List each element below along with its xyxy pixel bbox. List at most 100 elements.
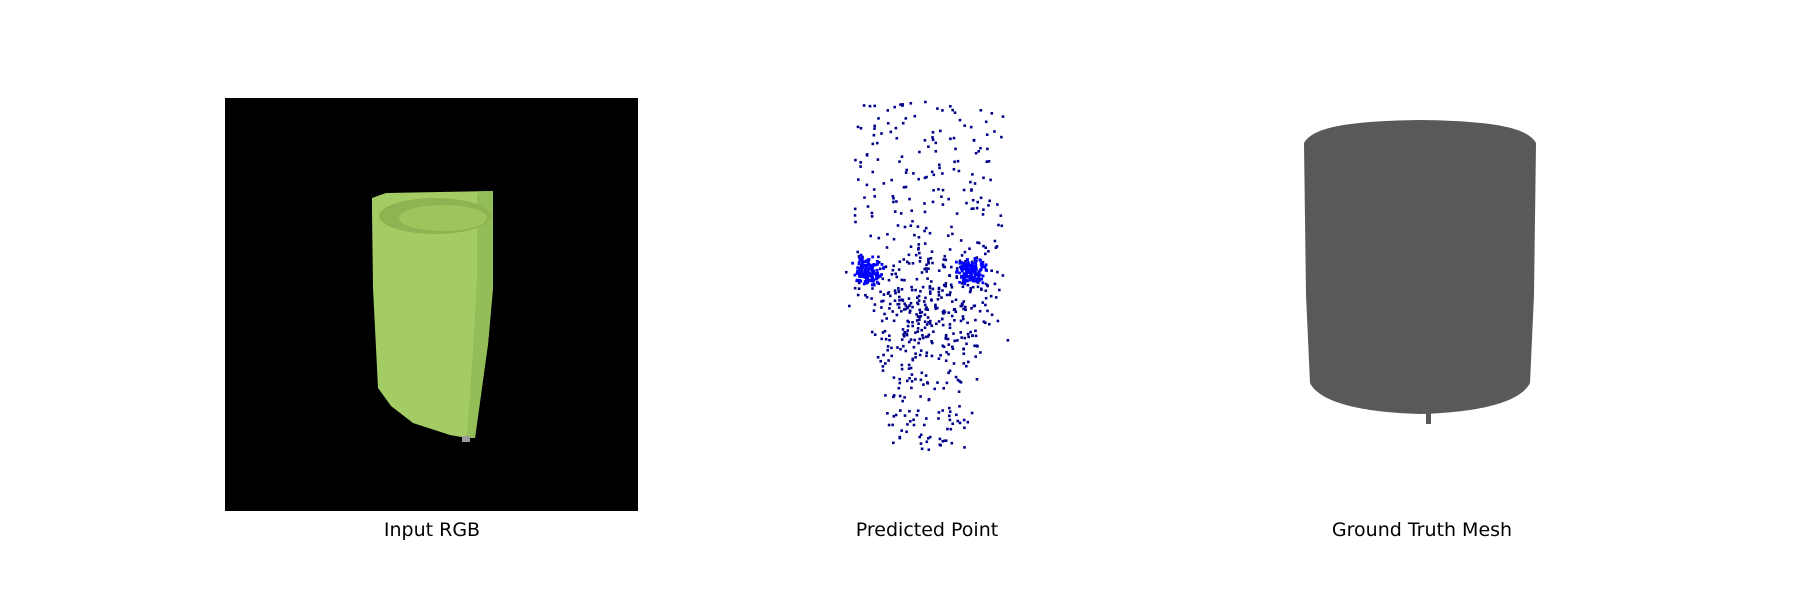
point (966, 321, 969, 325)
point (863, 260, 867, 264)
point (929, 292, 932, 295)
point (943, 254, 947, 258)
point (900, 363, 904, 367)
point (978, 279, 981, 282)
point (974, 263, 978, 267)
point (918, 311, 922, 315)
point (928, 435, 932, 439)
point (958, 271, 961, 275)
point (873, 303, 877, 306)
point (942, 312, 945, 315)
point (926, 382, 930, 385)
point (920, 271, 924, 274)
point (866, 205, 870, 208)
point (959, 331, 962, 334)
point (938, 437, 942, 441)
point (886, 348, 889, 352)
point (969, 125, 973, 129)
point (960, 336, 963, 339)
point (870, 272, 874, 276)
point (923, 267, 926, 271)
point (906, 329, 909, 332)
point (848, 304, 851, 308)
point (866, 261, 870, 264)
point (993, 282, 997, 286)
point (998, 288, 1001, 292)
point (922, 300, 926, 303)
point (925, 175, 928, 179)
point (975, 256, 979, 259)
point (923, 139, 927, 142)
point (870, 283, 874, 287)
point (904, 171, 908, 174)
point (928, 322, 932, 325)
point (942, 345, 946, 349)
point (951, 300, 954, 303)
ground-truth-mesh-panel (1300, 115, 1540, 435)
point (856, 125, 860, 129)
point (984, 303, 987, 307)
point (953, 319, 956, 322)
point (927, 267, 930, 270)
point (937, 294, 941, 297)
point (976, 273, 980, 277)
point (914, 331, 917, 334)
point (952, 168, 956, 171)
point (970, 266, 974, 270)
point (966, 269, 970, 273)
point (871, 170, 875, 174)
point (944, 258, 948, 262)
point (989, 178, 992, 182)
point (862, 275, 865, 279)
point (954, 310, 958, 314)
point (924, 267, 928, 270)
point (918, 318, 921, 321)
point (900, 338, 904, 341)
point (961, 269, 964, 273)
point (872, 188, 876, 191)
point (867, 258, 871, 261)
point (962, 347, 965, 351)
point (928, 319, 932, 323)
point (885, 246, 889, 249)
point (867, 263, 871, 267)
point (926, 277, 929, 280)
point (996, 203, 999, 206)
point (962, 418, 966, 422)
point (986, 147, 989, 151)
point (965, 265, 969, 269)
point (969, 287, 973, 290)
point (952, 332, 955, 335)
point (986, 284, 989, 288)
point (979, 351, 982, 354)
point (951, 345, 954, 349)
point (971, 285, 975, 289)
point (925, 440, 929, 444)
point (984, 296, 988, 300)
point (887, 423, 891, 427)
point (869, 266, 873, 269)
point (974, 355, 977, 358)
point (956, 159, 960, 163)
point (944, 282, 948, 285)
point (863, 280, 867, 283)
point (973, 279, 977, 283)
point (918, 337, 921, 341)
point (924, 335, 928, 339)
point (982, 176, 985, 180)
point (916, 315, 920, 318)
point (891, 195, 895, 198)
point (916, 409, 920, 412)
point (975, 344, 979, 347)
point (933, 387, 936, 391)
point (857, 255, 861, 258)
point (941, 203, 945, 206)
point (936, 107, 939, 110)
point (942, 258, 946, 261)
point (923, 229, 926, 233)
point (873, 127, 876, 130)
point (886, 109, 890, 112)
point (903, 414, 907, 417)
point (854, 220, 857, 224)
point (971, 264, 974, 267)
